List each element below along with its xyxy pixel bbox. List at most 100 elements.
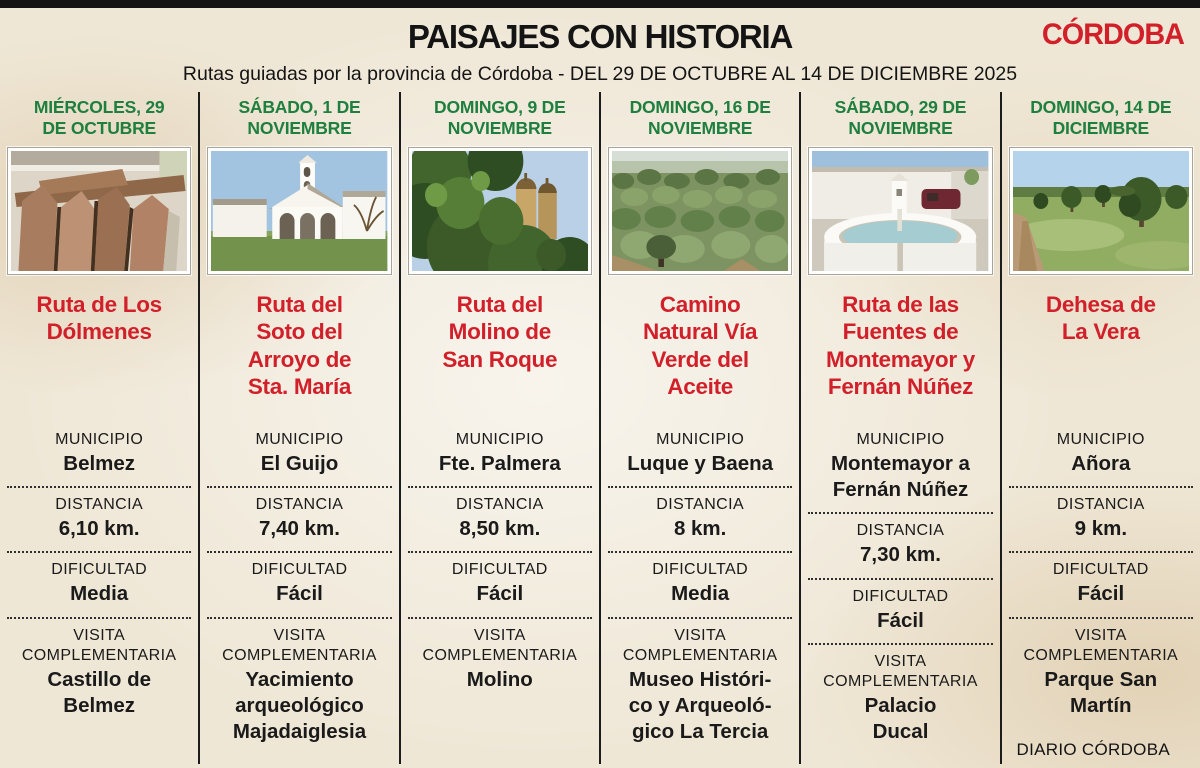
route-column: DOMINGO, 16 DE NOVIEMBRE Camino Natu (601, 92, 802, 765)
visita-label: VISITA COMPLEMENTARIA (622, 626, 778, 664)
routes-grid: MIÉRCOLES, 29 DE OCTUBRE Ruta de Los Dól… (0, 92, 1200, 765)
route-title: Ruta de Los Dólmenes (36, 292, 162, 345)
dificultad-label: DIFICULTAD (652, 561, 749, 579)
municipio-label: MUNICIPIO (856, 431, 945, 448)
distancia-section: DISTANCIA 8 km. (607, 488, 793, 554)
dificultad-section: DIFICULTAD Fácil (1008, 553, 1193, 619)
dificultad-value: Fácil (877, 608, 924, 632)
route-date: SÁBADO, 29 DE NOVIEMBRE (834, 97, 967, 139)
visita-label: VISITA COMPLEMENTARIA (422, 626, 578, 664)
distancia-section: DISTANCIA 6,10 km. (7, 488, 192, 554)
visita-section: VISITA COMPLEMENTARIA Museo Históri- co … (608, 619, 792, 755)
distancia-value: 8,50 km. (459, 517, 541, 541)
municipio-section: MUNICIPIO Montemayor a Fernán Núñez (808, 423, 993, 515)
distancia-label: DISTANCIA (1056, 496, 1145, 514)
top-bar (0, 0, 1200, 8)
distancia-value: 6,10 km. (58, 517, 140, 541)
distancia-label: DISTANCIA (55, 496, 144, 514)
distancia-section: DISTANCIA 8,50 km. (407, 488, 592, 554)
route-title: Dehesa de La Vera (1045, 292, 1156, 345)
distancia-label: DISTANCIA (856, 522, 945, 540)
route-photo (607, 147, 793, 275)
visita-value: Castillo de Belmez (47, 667, 151, 717)
hermitage-photo-illustration (211, 151, 388, 271)
municipio-section: MUNICIPIO Belmez (7, 423, 192, 489)
tower-in-foliage-photo-illustration (411, 151, 588, 271)
route-date: MIÉRCOLES, 29 DE OCTUBRE (33, 97, 165, 139)
route-column: DOMINGO, 14 DE DICIEMBRE Dehesa de La Ve… (1002, 92, 1200, 764)
brand-logo: CÓRDOBA (1041, 18, 1185, 51)
footer-credit: DIARIO CÓRDOBA (1016, 740, 1170, 759)
visita-value: Museo Históri- co y Arqueoló- gico La Te… (628, 667, 772, 744)
route-title: Ruta del Soto del Arroyo de Sta. María (247, 292, 352, 400)
visita-section: VISITA COMPLEMENTARIA Castillo de Belmez (7, 619, 191, 728)
distancia-section: DISTANCIA 7,30 km. (808, 514, 993, 580)
municipio-section: MUNICIPIO Añora (1008, 423, 1193, 489)
route-date: SÁBADO, 1 DE NOVIEMBRE (238, 97, 361, 139)
distancia-label: DISTANCIA (656, 496, 745, 514)
route-photo (7, 147, 192, 275)
visita-label: VISITA COMPLEMENTARIA (823, 652, 978, 690)
fountain-photo-illustration (812, 151, 989, 271)
dificultad-section: DIFICULTAD Fácil (808, 580, 993, 645)
dificultad-section: DIFICULTAD Media (607, 553, 793, 619)
route-date: DOMINGO, 16 DE NOVIEMBRE (629, 97, 771, 139)
municipio-value: Añora (1071, 452, 1131, 475)
visita-section: VISITA COMPLEMENTARIA Parque San Martín (1009, 619, 1193, 728)
distancia-value: 9 km. (1074, 517, 1128, 541)
municipio-value: Fte. Palmera (438, 452, 561, 475)
municipio-label: MUNICIPIO (55, 431, 144, 448)
visita-section: VISITA COMPLEMENTARIA Molino (408, 619, 592, 702)
municipio-value: Montemayor a Fernán Núñez (830, 452, 970, 502)
visita-label: VISITA COMPLEMENTARIA (21, 626, 177, 664)
distancia-section: DISTANCIA 9 km. (1008, 488, 1193, 554)
route-column: MIÉRCOLES, 29 DE OCTUBRE Ruta de Los Dól… (0, 92, 201, 765)
infographic-header: PAISAJES CON HISTORIA Rutas guiadas por … (0, 8, 1200, 92)
route-date: DOMINGO, 9 DE NOVIEMBRE (434, 97, 566, 139)
dehesa-meadow-photo-illustration (1012, 151, 1189, 271)
route-title: Ruta del Molino de San Roque (442, 292, 558, 372)
route-photo (1008, 147, 1193, 275)
dificultad-section: DIFICULTAD Media (7, 553, 192, 619)
dificultad-label: DIFICULTAD (852, 587, 949, 605)
dificultad-value: Media (70, 582, 129, 606)
dificultad-label: DIFICULTAD (251, 561, 348, 579)
page-subtitle: Rutas guiadas por la provincia de Córdob… (182, 63, 1018, 85)
dificultad-section: DIFICULTAD Fácil (207, 553, 392, 619)
municipio-value: Luque y Baena (627, 452, 774, 475)
route-column: SÁBADO, 29 DE NOVIEMBRE Ruta de las Fuen… (801, 92, 1002, 765)
dificultad-value: Fácil (276, 582, 323, 606)
distancia-label: DISTANCIA (455, 496, 544, 514)
visita-value: Molino (466, 667, 533, 691)
municipio-section: MUNICIPIO Luque y Baena (607, 423, 793, 489)
distancia-label: DISTANCIA (255, 496, 344, 514)
visita-value: Parque San Martín (1044, 667, 1158, 717)
distancia-value: 7,30 km. (860, 543, 941, 567)
municipio-label: MUNICIPIO (1056, 431, 1145, 448)
visita-label: VISITA COMPLEMENTARIA (222, 626, 377, 664)
dificultad-label: DIFICULTAD (51, 561, 148, 579)
municipio-value: Belmez (63, 452, 136, 475)
route-photo (207, 147, 392, 275)
olive-grove-photo-illustration (611, 151, 789, 271)
dificultad-section: DIFICULTAD Fácil (407, 553, 592, 619)
distancia-value: 7,40 km. (259, 517, 340, 541)
route-column: DOMINGO, 9 DE NOVIEMBRE Ruta del Molino … (401, 92, 601, 765)
municipio-section: MUNICIPIO El Guijo (207, 423, 392, 489)
dolmen-photo-illustration (11, 151, 188, 271)
route-title: Ruta de las Fuentes de Montemayor y Fern… (826, 292, 975, 400)
municipio-label: MUNICIPIO (455, 431, 544, 448)
visita-label: VISITA COMPLEMENTARIA (1023, 626, 1179, 664)
dificultad-value: Fácil (1077, 582, 1125, 606)
visita-section: VISITA COMPLEMENTARIA Palacio Ducal (808, 645, 992, 754)
route-photo (407, 147, 592, 275)
distancia-section: DISTANCIA 7,40 km. (207, 488, 392, 554)
visita-section: VISITA COMPLEMENTARIA Yacimiento arqueol… (207, 619, 391, 755)
municipio-label: MUNICIPIO (255, 431, 344, 448)
route-date: DOMINGO, 14 DE DICIEMBRE (1030, 97, 1172, 139)
dificultad-value: Media (671, 582, 730, 606)
visita-value: Palacio Ducal (864, 693, 937, 744)
dificultad-label: DIFICULTAD (1052, 561, 1149, 579)
municipio-value: El Guijo (260, 452, 339, 475)
page-title: PAISAJES CON HISTORIA (407, 18, 794, 55)
